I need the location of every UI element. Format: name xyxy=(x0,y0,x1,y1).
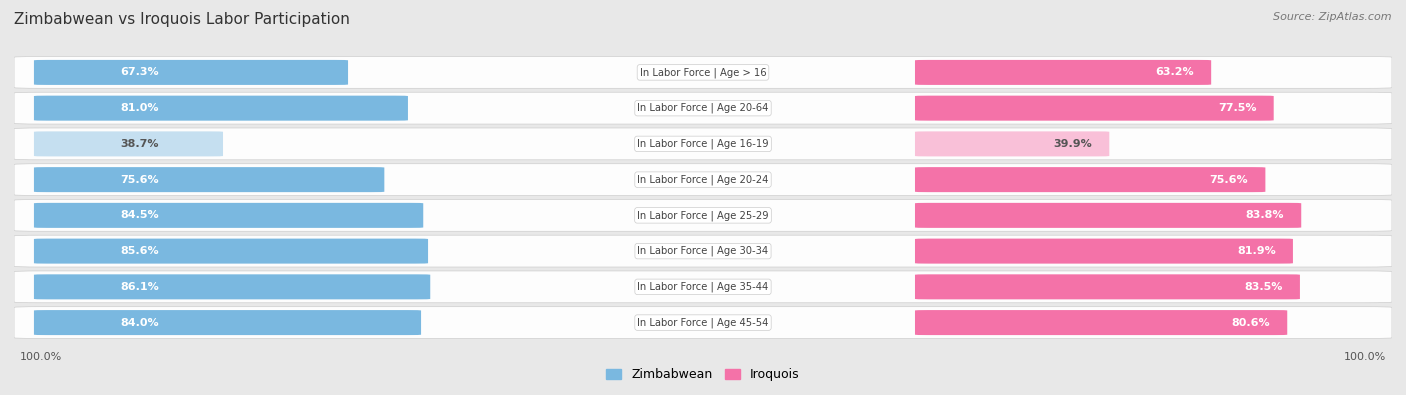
FancyBboxPatch shape xyxy=(915,96,1274,120)
FancyBboxPatch shape xyxy=(34,167,384,192)
FancyBboxPatch shape xyxy=(915,275,1301,299)
FancyBboxPatch shape xyxy=(34,96,408,120)
FancyBboxPatch shape xyxy=(34,310,420,335)
Text: 75.6%: 75.6% xyxy=(1209,175,1249,184)
FancyBboxPatch shape xyxy=(34,275,430,299)
Text: Zimbabwean vs Iroquois Labor Participation: Zimbabwean vs Iroquois Labor Participati… xyxy=(14,12,350,27)
FancyBboxPatch shape xyxy=(915,132,1109,156)
Text: 86.1%: 86.1% xyxy=(120,282,159,292)
FancyBboxPatch shape xyxy=(14,164,1392,196)
FancyBboxPatch shape xyxy=(915,60,1211,85)
Text: 81.9%: 81.9% xyxy=(1237,246,1275,256)
Text: 84.0%: 84.0% xyxy=(120,318,159,327)
FancyBboxPatch shape xyxy=(34,239,427,263)
Text: 83.5%: 83.5% xyxy=(1244,282,1282,292)
FancyBboxPatch shape xyxy=(14,92,1392,124)
Text: In Labor Force | Age 25-29: In Labor Force | Age 25-29 xyxy=(637,210,769,221)
Text: 77.5%: 77.5% xyxy=(1218,103,1257,113)
FancyBboxPatch shape xyxy=(14,235,1392,267)
Text: 38.7%: 38.7% xyxy=(120,139,159,149)
Text: 75.6%: 75.6% xyxy=(120,175,159,184)
FancyBboxPatch shape xyxy=(14,128,1392,160)
FancyBboxPatch shape xyxy=(915,310,1288,335)
FancyBboxPatch shape xyxy=(915,203,1301,228)
Text: In Labor Force | Age 35-44: In Labor Force | Age 35-44 xyxy=(637,282,769,292)
Text: 80.6%: 80.6% xyxy=(1232,318,1270,327)
FancyBboxPatch shape xyxy=(915,239,1294,263)
FancyBboxPatch shape xyxy=(14,56,1392,88)
Text: In Labor Force | Age > 16: In Labor Force | Age > 16 xyxy=(640,67,766,78)
Text: In Labor Force | Age 20-24: In Labor Force | Age 20-24 xyxy=(637,174,769,185)
FancyBboxPatch shape xyxy=(34,132,224,156)
Text: 39.9%: 39.9% xyxy=(1053,139,1092,149)
Text: 84.5%: 84.5% xyxy=(120,211,159,220)
FancyBboxPatch shape xyxy=(915,167,1265,192)
Text: 63.2%: 63.2% xyxy=(1156,68,1194,77)
Text: In Labor Force | Age 30-34: In Labor Force | Age 30-34 xyxy=(637,246,769,256)
Text: 67.3%: 67.3% xyxy=(120,68,159,77)
Text: In Labor Force | Age 45-54: In Labor Force | Age 45-54 xyxy=(637,317,769,328)
FancyBboxPatch shape xyxy=(14,271,1392,303)
FancyBboxPatch shape xyxy=(14,307,1392,339)
FancyBboxPatch shape xyxy=(34,60,349,85)
Text: 83.8%: 83.8% xyxy=(1246,211,1284,220)
Text: In Labor Force | Age 16-19: In Labor Force | Age 16-19 xyxy=(637,139,769,149)
Legend: Zimbabwean, Iroquois: Zimbabwean, Iroquois xyxy=(602,363,804,386)
Text: Source: ZipAtlas.com: Source: ZipAtlas.com xyxy=(1274,12,1392,22)
Text: In Labor Force | Age 20-64: In Labor Force | Age 20-64 xyxy=(637,103,769,113)
FancyBboxPatch shape xyxy=(14,199,1392,231)
Text: 81.0%: 81.0% xyxy=(120,103,159,113)
FancyBboxPatch shape xyxy=(34,203,423,228)
Text: 85.6%: 85.6% xyxy=(120,246,159,256)
